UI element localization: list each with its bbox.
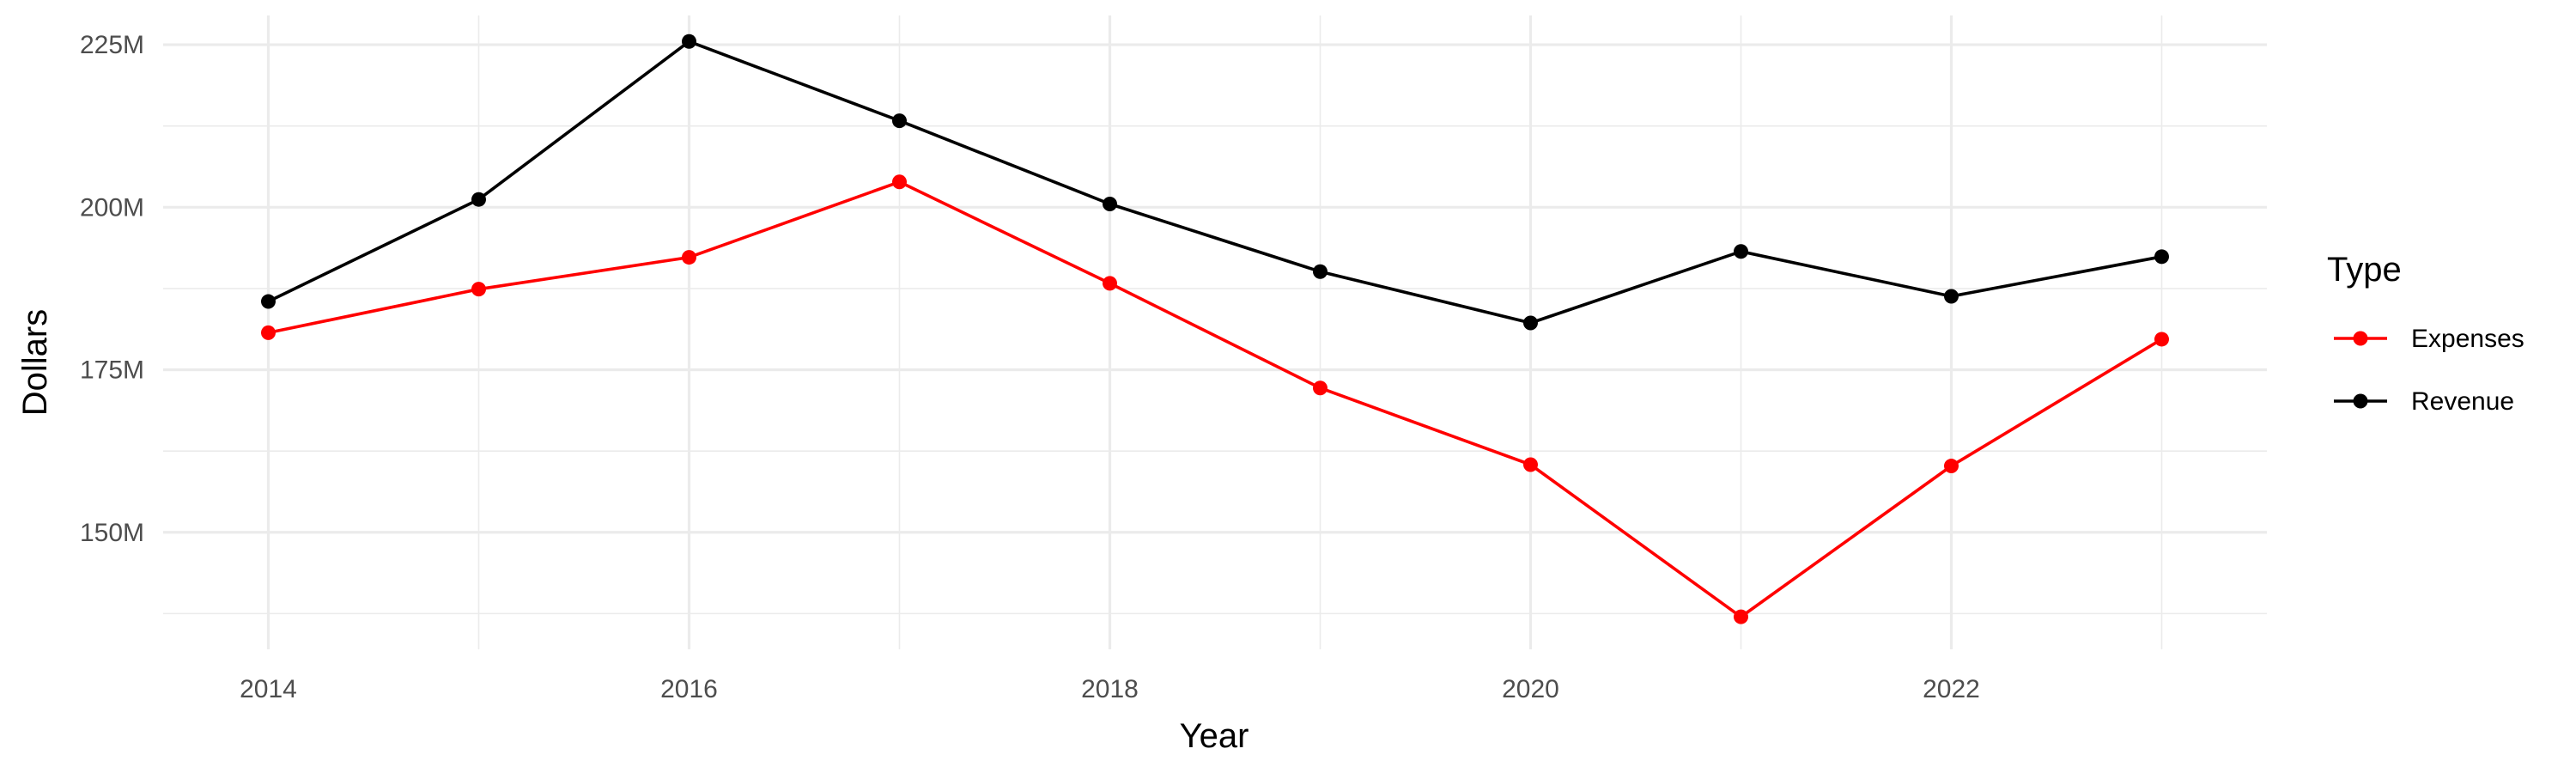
y-tick-label: 175M <box>80 356 144 385</box>
revenue-line <box>267 40 2162 325</box>
x-axis-tick-labels: 2014 2016 2018 2020 2022 <box>240 675 1980 703</box>
revenue-point <box>261 294 276 309</box>
x-tick-label: 2022 <box>1923 675 1980 703</box>
revenue-point <box>1734 244 1748 259</box>
revenue-point <box>1944 289 1959 304</box>
revenue-point <box>1313 264 1327 279</box>
revenue-point <box>1103 197 1117 212</box>
y-tick-label: 150M <box>80 519 144 547</box>
x-tick-label: 2020 <box>1502 675 1559 703</box>
legend-item-expenses: Expenses <box>2334 325 2524 353</box>
expenses-point <box>1523 457 1538 472</box>
x-tick-label: 2018 <box>1081 675 1139 703</box>
y-axis-tick-labels: 150M 175M 200M 225M <box>80 31 144 547</box>
major-gridlines <box>163 15 2267 649</box>
legend-items: Expenses Revenue <box>2334 325 2524 416</box>
expenses-point <box>1944 459 1959 474</box>
expenses-point <box>892 174 907 190</box>
x-tick-label: 2014 <box>240 675 297 703</box>
revenue-point <box>471 192 486 207</box>
expenses-point <box>1734 609 1748 624</box>
expenses-point <box>261 325 276 340</box>
legend-title: Type <box>2327 251 2402 289</box>
x-tick-label: 2016 <box>660 675 718 703</box>
revenue-point <box>2154 249 2169 265</box>
revenue-point <box>1523 315 1538 331</box>
y-tick-label: 200M <box>80 193 144 222</box>
series-lines <box>267 40 2163 619</box>
expenses-point <box>1313 380 1327 396</box>
expenses-point <box>1103 276 1117 291</box>
expenses-point <box>682 250 696 265</box>
series-points <box>261 33 2169 624</box>
expenses-point <box>471 282 486 297</box>
y-tick-label: 225M <box>80 31 144 59</box>
x-axis-title: Year <box>1180 717 1249 755</box>
legend-item-revenue: Revenue <box>2334 387 2514 416</box>
legend-label: Expenses <box>2411 325 2524 353</box>
legend-key-point <box>2353 331 2368 346</box>
expenses-point <box>2154 332 2169 347</box>
expenses-line <box>268 180 2163 619</box>
legend-label: Revenue <box>2411 387 2514 416</box>
revenue-point <box>682 33 696 49</box>
revenue-point <box>892 113 907 129</box>
legend: Type Expenses Revenue <box>2327 251 2524 416</box>
y-axis-title: Dollars <box>16 309 54 416</box>
legend-key-point <box>2353 393 2368 409</box>
